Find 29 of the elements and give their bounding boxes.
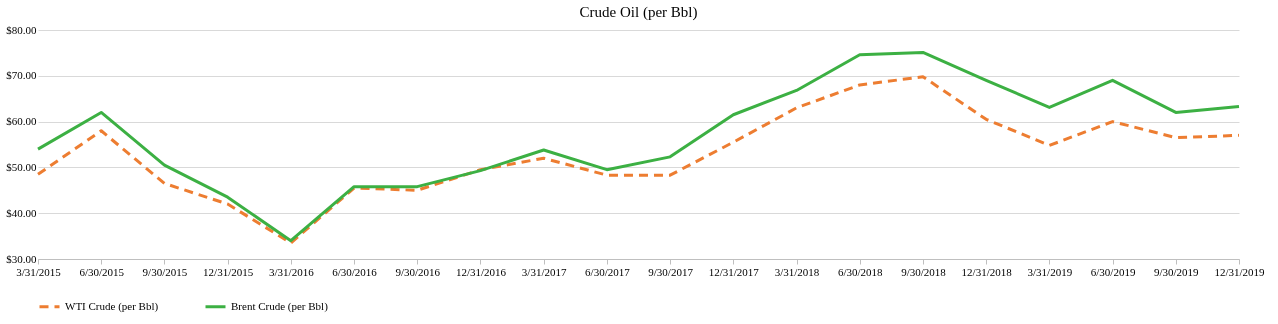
- x-tick-label: 9/30/2019: [1153, 265, 1200, 278]
- x-tick-label: 12/31/2018: [961, 265, 1013, 278]
- y-tick-label: $80.00: [6, 23, 37, 36]
- x-tick-label: 6/30/2019: [1090, 265, 1136, 278]
- y-tick-label: $70.00: [6, 69, 37, 82]
- x-tick-label: 3/31/2018: [774, 265, 820, 278]
- x-tick-label: 6/30/2018: [837, 265, 884, 278]
- chart-title: Crude Oil (per Bbl): [579, 4, 698, 21]
- y-tick-label: $50.00: [6, 160, 37, 173]
- y-tick-label: $40.00: [6, 206, 37, 219]
- x-tick-label: 12/31/2015: [203, 265, 254, 278]
- x-tick-label: 6/30/2017: [585, 265, 631, 278]
- x-tick-label: 12/31/2016: [455, 265, 507, 278]
- x-tick-label: 9/30/2016: [395, 265, 441, 278]
- x-tick-label: 12/31/2017: [708, 265, 760, 278]
- y-tick-label: $30.00: [6, 252, 37, 265]
- y-tick-label: $60.00: [6, 115, 37, 128]
- x-tick-label: 12/31/2019: [1214, 265, 1266, 278]
- x-tick-label: 3/31/2019: [1027, 265, 1073, 278]
- legend-label: WTI Crude (per Bbl): [65, 299, 159, 313]
- x-tick-label: 3/31/2015: [16, 265, 62, 278]
- legend-label: Brent Crude (per Bbl): [231, 299, 329, 313]
- x-tick-label: 9/30/2018: [901, 265, 947, 278]
- x-tick-label: 6/30/2015: [79, 265, 125, 278]
- x-tick-label: 9/30/2017: [648, 265, 694, 278]
- x-tick-label: 9/30/2015: [142, 265, 188, 278]
- x-tick-label: 3/31/2017: [521, 265, 567, 278]
- x-tick-label: 6/30/2016: [332, 265, 378, 278]
- x-tick-label: 3/31/2016: [269, 265, 315, 278]
